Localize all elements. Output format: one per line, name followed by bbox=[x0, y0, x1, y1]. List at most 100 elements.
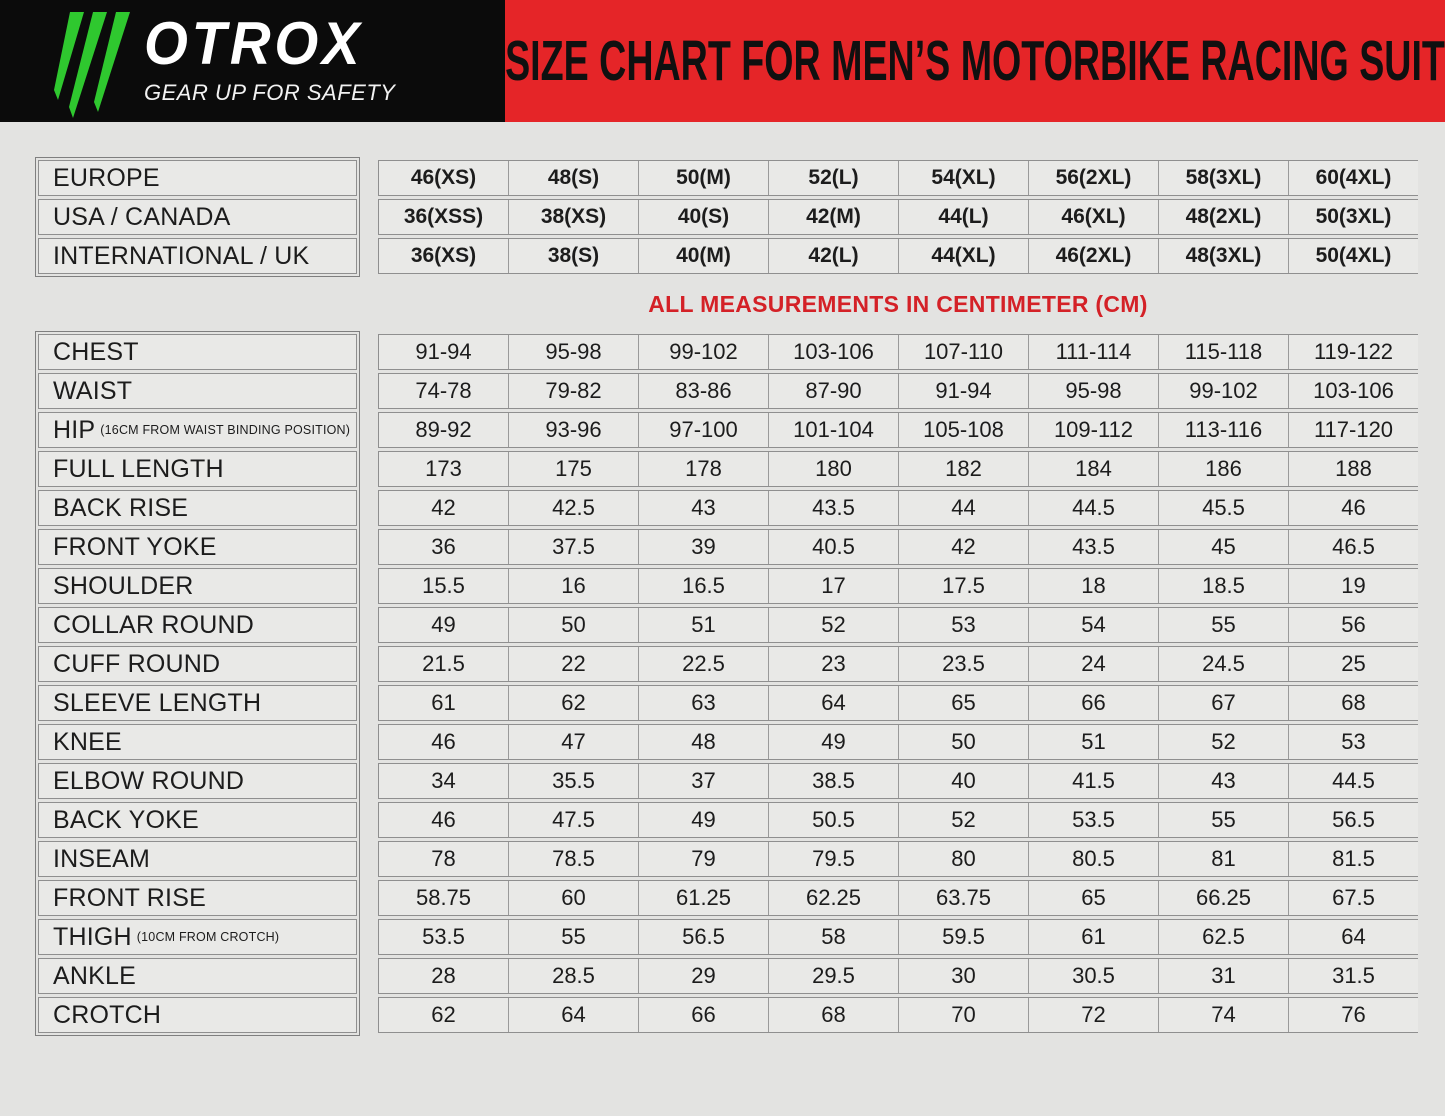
value-cell: 52 bbox=[1158, 725, 1288, 759]
row-label-text: INSEAM bbox=[53, 844, 151, 873]
value-cell: 54 bbox=[1028, 608, 1158, 642]
row-values: 89-92 93-96 97-100 101-104 105-108 109-112 113… bbox=[378, 412, 1418, 448]
row-label-text: FRONT RISE bbox=[53, 883, 206, 912]
value-cell: 52 bbox=[768, 608, 898, 642]
value-cell: 48 bbox=[638, 725, 768, 759]
value-cell: 97-100 bbox=[638, 413, 768, 447]
row-values: 173 175 178 180 182 184 186 188 bbox=[378, 451, 1418, 487]
value-cell: 64 bbox=[1288, 920, 1418, 954]
value-cell: 95-98 bbox=[508, 335, 638, 369]
row-label-text: FULL LENGTH bbox=[53, 454, 224, 483]
value-cell: 22 bbox=[508, 647, 638, 681]
value-cell: 23 bbox=[768, 647, 898, 681]
value-cell: 99-102 bbox=[1158, 374, 1288, 408]
value-cell: 15.5 bbox=[422, 573, 465, 598]
row-label-text: CHEST bbox=[53, 337, 139, 366]
chart-body: EUROPE USA / CANADA INTERNATIONAL / UK 46(X… bbox=[0, 122, 1445, 1036]
value-cell: 23.5 bbox=[898, 647, 1028, 681]
row-values: 36 37.5 39 40.5 42 43.5 45 46.5 bbox=[378, 529, 1418, 565]
value-cell: 111-114 bbox=[1028, 335, 1158, 369]
value-cell: 29 bbox=[638, 959, 768, 993]
value-cell: 36(XS) bbox=[410, 244, 477, 267]
value-cell: 178 bbox=[638, 452, 768, 486]
value-cell: 45 bbox=[1158, 530, 1288, 564]
row-label: BACK YOKE bbox=[38, 802, 357, 838]
row-values: 46 47.5 49 50.5 52 53.5 55 56.5 bbox=[378, 802, 1418, 838]
value-cell: 25 bbox=[1288, 647, 1418, 681]
value-cell: 53.5 bbox=[422, 924, 465, 949]
row-label: USA / CANADA bbox=[38, 199, 357, 235]
value-cell: 74 bbox=[1158, 998, 1288, 1032]
value-cell: 35.5 bbox=[508, 764, 638, 798]
brand-text: OTROX GEAR UP FOR SAFETY bbox=[144, 14, 395, 106]
row-values: 49 50 51 52 53 54 55 56 bbox=[378, 607, 1418, 643]
row-label: INTERNATIONAL / UK bbox=[38, 238, 357, 274]
value-cell: 180 bbox=[768, 452, 898, 486]
value-cell: 29.5 bbox=[768, 959, 898, 993]
value-cell: 51 bbox=[1028, 725, 1158, 759]
value-cell: 61 bbox=[431, 690, 456, 715]
row-label-text: SHOULDER bbox=[53, 571, 194, 600]
value-cell: 43 bbox=[638, 491, 768, 525]
value-cell: 50 bbox=[508, 608, 638, 642]
value-cell: 64 bbox=[768, 686, 898, 720]
row-label: SHOULDER bbox=[38, 568, 357, 604]
value-cell: 107-110 bbox=[898, 335, 1028, 369]
row-values: 42 42.5 43 43.5 44 44.5 45.5 46 bbox=[378, 490, 1418, 526]
value-cell: 78 bbox=[431, 846, 456, 871]
value-cell: 46 bbox=[431, 729, 456, 754]
value-cell: 50 bbox=[898, 725, 1028, 759]
value-cell: 42.5 bbox=[508, 491, 638, 525]
value-cell: 40(M) bbox=[638, 239, 768, 273]
value-cell: 43.5 bbox=[768, 491, 898, 525]
value-cell: 44(L) bbox=[898, 200, 1028, 234]
row-label: EUROPE bbox=[38, 160, 357, 196]
row-values: 46 47 48 49 50 51 52 53 bbox=[378, 724, 1418, 760]
value-cell: 186 bbox=[1158, 452, 1288, 486]
value-cell: 173 bbox=[425, 456, 462, 481]
value-cell: 31 bbox=[1158, 959, 1288, 993]
value-cell: 175 bbox=[508, 452, 638, 486]
value-cell: 58(3XL) bbox=[1158, 161, 1288, 195]
row-label: HIP (16CM FROM WAIST BINDING POSITION) bbox=[38, 412, 357, 448]
page-title: SIZE CHART FOR MEN’S MOTORBIKE RACING SU… bbox=[505, 28, 1445, 93]
value-cell: 60 bbox=[508, 881, 638, 915]
value-cell: 103-106 bbox=[1288, 374, 1418, 408]
row-values: 62 64 66 68 70 72 74 76 bbox=[378, 997, 1418, 1033]
value-cell: 188 bbox=[1288, 452, 1418, 486]
value-cell: 78.5 bbox=[508, 842, 638, 876]
row-label-text: WAIST bbox=[53, 376, 133, 405]
value-cell: 42 bbox=[431, 495, 456, 520]
value-cell: 62 bbox=[508, 686, 638, 720]
row-label: CUFF ROUND bbox=[38, 646, 357, 682]
title-banner: SIZE CHART FOR MEN’S MOTORBIKE RACING SU… bbox=[505, 0, 1445, 122]
value-cell: 56.5 bbox=[638, 920, 768, 954]
value-cell: 44(XL) bbox=[898, 239, 1028, 273]
value-cell: 43.5 bbox=[1028, 530, 1158, 564]
value-cell: 53.5 bbox=[1028, 803, 1158, 837]
value-cell: 66 bbox=[638, 998, 768, 1032]
row-values: 61 62 63 64 65 66 67 68 bbox=[378, 685, 1418, 721]
row-label: CROTCH bbox=[38, 997, 357, 1033]
value-cell: 36 bbox=[431, 534, 456, 559]
value-cell: 58 bbox=[768, 920, 898, 954]
value-cell: 47.5 bbox=[508, 803, 638, 837]
row-label: FRONT YOKE bbox=[38, 529, 357, 565]
value-cell: 61.25 bbox=[638, 881, 768, 915]
value-cell: 45.5 bbox=[1158, 491, 1288, 525]
row-label: BACK RISE bbox=[38, 490, 357, 526]
value-cell: 28 bbox=[431, 963, 456, 988]
value-cell: 182 bbox=[898, 452, 1028, 486]
value-cell: 48(2XL) bbox=[1158, 200, 1288, 234]
value-cell: 46(XL) bbox=[1028, 200, 1158, 234]
value-cell: 37 bbox=[638, 764, 768, 798]
row-label-text: SLEEVE LENGTH bbox=[53, 688, 262, 717]
value-cell: 52 bbox=[898, 803, 1028, 837]
value-cell: 49 bbox=[768, 725, 898, 759]
value-cell: 66.25 bbox=[1158, 881, 1288, 915]
value-cell: 109-112 bbox=[1028, 413, 1158, 447]
value-cell: 53 bbox=[898, 608, 1028, 642]
value-cell: 184 bbox=[1028, 452, 1158, 486]
value-cell: 42 bbox=[898, 530, 1028, 564]
value-cell: 79 bbox=[638, 842, 768, 876]
